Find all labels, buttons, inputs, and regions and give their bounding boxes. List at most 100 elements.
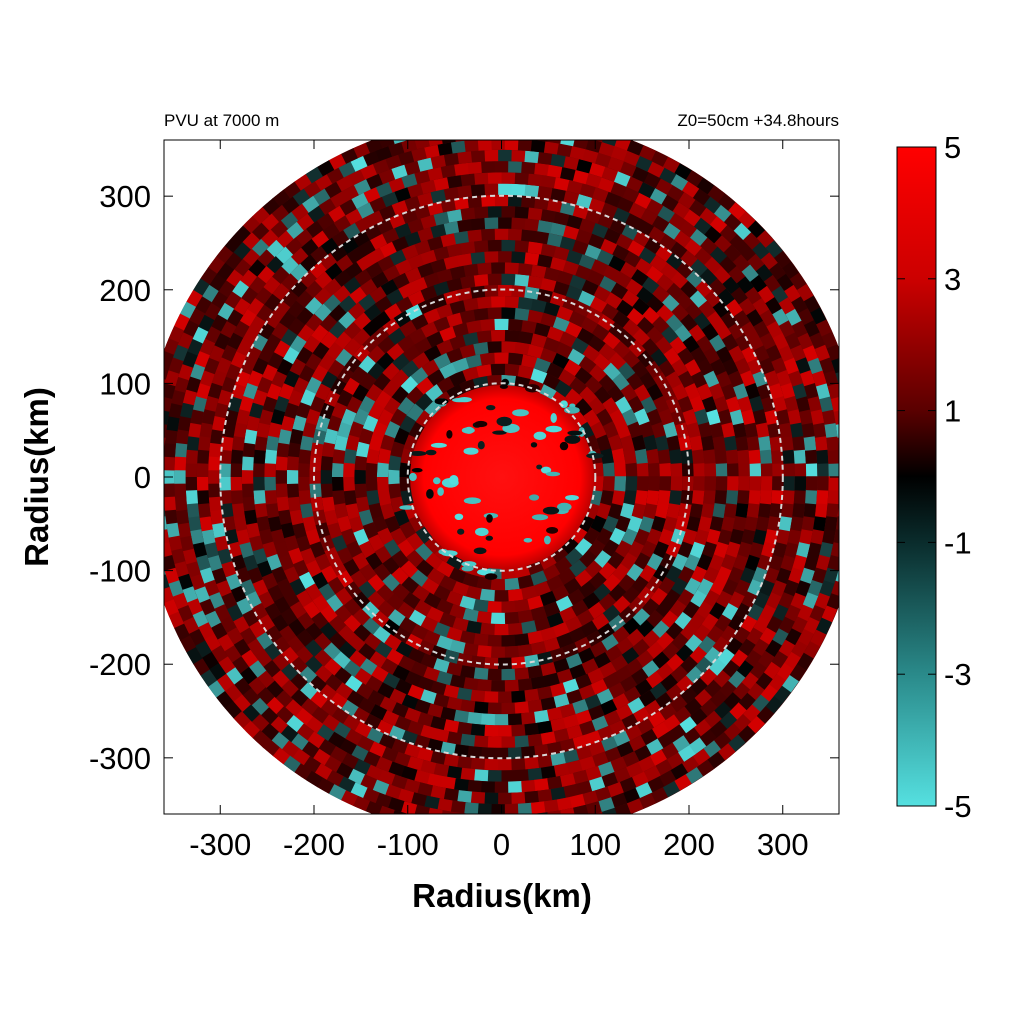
field-cell bbox=[592, 751, 610, 767]
field-cell bbox=[752, 528, 767, 545]
field-cell bbox=[264, 642, 282, 661]
field-cell bbox=[634, 528, 651, 546]
field-cell bbox=[414, 599, 433, 617]
field-cell bbox=[328, 731, 346, 749]
field-cell bbox=[661, 610, 679, 628]
field-cell bbox=[427, 773, 444, 788]
core-fragment bbox=[485, 535, 493, 541]
field-cell bbox=[343, 490, 357, 506]
field-cell bbox=[764, 566, 780, 584]
field-cell bbox=[401, 694, 419, 710]
field-cell bbox=[270, 220, 289, 239]
field-cell bbox=[305, 220, 324, 238]
field-cell bbox=[382, 265, 401, 282]
field-cell bbox=[614, 476, 627, 492]
field-cell bbox=[677, 540, 694, 558]
field-cell bbox=[436, 376, 455, 394]
field-cell bbox=[182, 586, 198, 604]
field-cell bbox=[536, 288, 553, 303]
field-cell bbox=[296, 590, 314, 608]
field-cell bbox=[442, 255, 460, 270]
field-cell bbox=[759, 357, 775, 375]
field-cell bbox=[379, 733, 397, 750]
field-cell bbox=[209, 273, 227, 292]
field-cell bbox=[679, 220, 697, 238]
field-cell bbox=[507, 161, 522, 173]
field-cell bbox=[384, 634, 403, 652]
field-cell bbox=[682, 755, 700, 773]
field-cell bbox=[670, 664, 689, 683]
field-cell bbox=[239, 269, 258, 288]
field-cell bbox=[797, 332, 814, 350]
field-cell bbox=[312, 428, 327, 446]
field-cell bbox=[537, 118, 552, 131]
field-cell bbox=[316, 212, 335, 231]
field-cell bbox=[562, 190, 580, 205]
field-cell bbox=[628, 735, 647, 752]
field-cell bbox=[389, 408, 407, 427]
field-cell bbox=[303, 181, 321, 199]
field-cell bbox=[552, 280, 570, 296]
field-cell bbox=[598, 761, 616, 777]
field-cell bbox=[793, 449, 806, 464]
field-cell bbox=[721, 421, 736, 438]
field-cell bbox=[656, 662, 675, 680]
field-cell bbox=[304, 297, 323, 315]
field-cell bbox=[217, 302, 235, 321]
field-cell bbox=[792, 502, 805, 518]
field-cell bbox=[388, 213, 406, 229]
field-cell bbox=[224, 645, 242, 664]
field-cell bbox=[440, 164, 456, 179]
field-cell bbox=[424, 536, 443, 555]
field-cell bbox=[538, 823, 553, 836]
field-cell bbox=[709, 689, 728, 708]
field-cell bbox=[524, 790, 540, 804]
field-cell bbox=[517, 609, 534, 624]
field-cell bbox=[407, 684, 425, 701]
field-cell bbox=[276, 706, 295, 724]
field-cell bbox=[679, 249, 698, 268]
field-cell bbox=[780, 554, 796, 572]
field-cell bbox=[791, 615, 808, 634]
field-cell bbox=[394, 715, 412, 732]
core-fragment bbox=[586, 453, 604, 459]
field-cell bbox=[232, 320, 250, 339]
field-cell bbox=[611, 792, 629, 808]
field-cell bbox=[527, 733, 544, 747]
field-cell bbox=[639, 792, 657, 809]
field-cell bbox=[382, 672, 401, 690]
field-cell bbox=[337, 311, 356, 330]
field-cell bbox=[657, 731, 676, 749]
field-cell bbox=[429, 189, 446, 204]
field-cell bbox=[587, 334, 606, 352]
field-cell bbox=[274, 395, 290, 413]
field-cell bbox=[311, 706, 330, 724]
field-cell bbox=[480, 161, 495, 173]
field-cell bbox=[800, 567, 816, 584]
reference-circle bbox=[219, 194, 784, 760]
field-cell bbox=[579, 549, 598, 568]
field-cell bbox=[420, 689, 438, 705]
core-fragment bbox=[430, 442, 447, 448]
field-cell bbox=[517, 263, 533, 276]
field-cell bbox=[680, 655, 699, 674]
field-cell bbox=[394, 259, 412, 276]
field-cell bbox=[457, 117, 472, 130]
field-cell bbox=[349, 650, 368, 668]
field-cell bbox=[480, 194, 495, 207]
field-cell bbox=[359, 164, 377, 180]
field-cell bbox=[415, 559, 435, 578]
field-cell bbox=[287, 496, 301, 513]
field-cell bbox=[363, 633, 382, 651]
field-cell bbox=[678, 744, 696, 762]
field-cell bbox=[364, 713, 382, 731]
field-cell bbox=[572, 140, 589, 150]
field-cell bbox=[632, 771, 650, 788]
field-cell bbox=[413, 169, 431, 185]
field-cell bbox=[473, 172, 489, 185]
field-cell bbox=[320, 605, 338, 624]
field-cell bbox=[614, 665, 633, 683]
field-cell bbox=[815, 318, 832, 337]
field-cell bbox=[714, 321, 732, 340]
field-cell bbox=[377, 409, 394, 427]
